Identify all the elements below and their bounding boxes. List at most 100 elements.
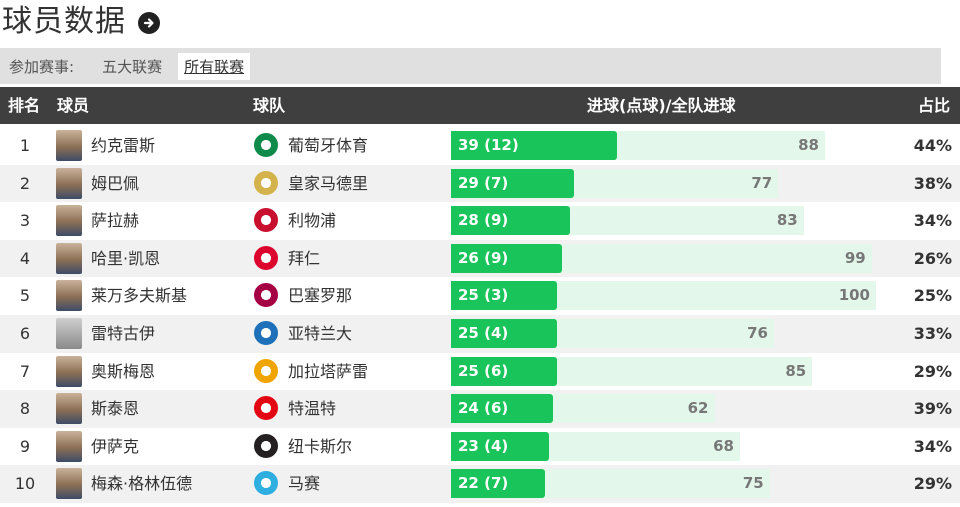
team-name-link[interactable]: 拜仁 — [288, 248, 321, 268]
team-goals-value: 75 — [742, 474, 764, 493]
table-row[interactable]: 3 萨拉赫 利物浦 28 (9) 83 34% — [0, 202, 960, 240]
header-rank[interactable]: 排名 — [8, 96, 41, 115]
team-badge-icon[interactable] — [254, 208, 278, 233]
player-name-link[interactable]: 约克雷斯 — [91, 136, 156, 155]
table-row[interactable]: 8 斯泰恩 特温特 24 (6) 62 39% — [0, 390, 960, 428]
team-badge-icon[interactable] — [254, 283, 278, 308]
player-photo[interactable] — [56, 280, 82, 312]
player-name-link[interactable]: 雷特古伊 — [91, 323, 156, 343]
rank-cell: 2 — [19, 173, 31, 193]
player-photo[interactable] — [56, 355, 82, 387]
player-photo[interactable] — [56, 130, 82, 161]
team-badge-icon[interactable] — [254, 358, 278, 383]
player-goals-bar — [451, 469, 545, 499]
player-goals-bar — [451, 281, 558, 311]
team-badge-icon[interactable] — [254, 320, 278, 345]
team-goals-value: 68 — [713, 436, 734, 455]
rank-cell: 3 — [19, 211, 31, 231]
table-row[interactable]: 2 姆巴佩 皇家马德里 29 (7) 77 38% — [0, 164, 960, 203]
player-name-link[interactable]: 奥斯梅恩 — [91, 361, 156, 381]
team-name-link[interactable]: 皇家马德里 — [288, 173, 369, 193]
team-badge-icon[interactable] — [254, 133, 278, 157]
team-badge-icon[interactable] — [254, 170, 278, 195]
competition-filter-bar: 参加赛事: 五大联赛 所有联赛 — [0, 48, 941, 84]
player-name-link[interactable]: 斯泰恩 — [91, 399, 140, 419]
rank-cell: 4 — [19, 248, 31, 268]
team-badge-icon[interactable] — [254, 433, 278, 458]
player-goals-value: 24 (6) — [458, 399, 509, 418]
table-row[interactable]: 1 约克雷斯 葡萄牙体育 39 (12) 88 44% — [0, 127, 960, 165]
player-photo[interactable] — [56, 430, 82, 462]
player-photo[interactable] — [56, 393, 82, 425]
player-name-link[interactable]: 萨拉赫 — [91, 211, 140, 231]
header-team[interactable]: 球队 — [253, 96, 286, 115]
filter-option-all[interactable]: 所有联赛 — [178, 52, 251, 80]
player-photo[interactable] — [56, 242, 82, 274]
player-name-link[interactable]: 梅森·格林伍德 — [91, 474, 193, 494]
player-goals-value: 25 (3) — [458, 286, 509, 305]
player-name-link[interactable]: 伊萨克 — [91, 436, 140, 456]
table-row[interactable]: 7 奥斯梅恩 加拉塔萨雷 25 (6) 85 29% — [0, 353, 960, 391]
table-row[interactable]: 4 哈里·凯恩 拜仁 26 (9) 99 26% — [0, 239, 960, 278]
table-row[interactable]: 5 莱万多夫斯基 巴塞罗那 25 (3) 100 25% — [0, 277, 960, 315]
header-ratio[interactable]: 占比 — [917, 96, 950, 115]
player-goals-value: 25 (6) — [458, 361, 509, 380]
page-header: 球员数据 — [0, 0, 160, 44]
team-name-link[interactable]: 巴塞罗那 — [288, 286, 353, 306]
goal-share-value: 39% — [913, 399, 952, 419]
player-name-link[interactable]: 姆巴佩 — [91, 173, 140, 193]
team-goals-value: 99 — [844, 248, 866, 267]
table-row[interactable]: 9 伊萨克 纽卡斯尔 23 (4) 68 34% — [0, 428, 960, 466]
player-goals-bar — [451, 318, 558, 348]
header-player[interactable]: 球员 — [57, 96, 90, 115]
team-badge-icon[interactable] — [254, 396, 278, 421]
team-badge-icon[interactable] — [254, 245, 278, 270]
player-goals-bar — [451, 431, 549, 461]
player-goals-value: 29 (7) — [458, 173, 509, 192]
rank-cell: 7 — [19, 361, 31, 381]
player-goals-value: 39 (12) — [458, 136, 519, 154]
player-name-link[interactable]: 哈里·凯恩 — [91, 248, 161, 268]
player-goals-bar — [451, 206, 570, 236]
goal-share-value: 25% — [913, 286, 952, 306]
team-name-link[interactable]: 纽卡斯尔 — [288, 436, 353, 456]
team-badge-icon[interactable] — [254, 471, 278, 496]
team-goals-value: 83 — [776, 211, 798, 230]
team-name-link[interactable]: 马赛 — [288, 474, 321, 494]
team-goals-value: 85 — [785, 361, 807, 380]
player-goals-bar — [451, 168, 575, 198]
team-goals-value: 100 — [838, 286, 870, 305]
player-photo[interactable] — [56, 167, 82, 199]
player-photo[interactable] — [56, 317, 82, 349]
goal-share-value: 38% — [913, 173, 952, 193]
goal-share-value: 29% — [913, 474, 952, 494]
team-goals-value: 62 — [687, 399, 709, 418]
header-goals[interactable]: 进球(点球)/全队进球 — [587, 96, 736, 115]
player-goals-bar — [451, 243, 562, 273]
rank-cell: 8 — [19, 399, 31, 419]
goal-share-value: 33% — [913, 323, 952, 343]
team-name-link[interactable]: 葡萄牙体育 — [288, 136, 369, 155]
table-row[interactable]: 10 梅森·格林伍德 马赛 22 (7) 75 29% — [0, 465, 960, 503]
player-photo[interactable] — [56, 468, 82, 500]
filter-label: 参加赛事: — [9, 57, 75, 76]
player-photo[interactable] — [56, 205, 82, 237]
goal-share-value: 29% — [913, 361, 952, 381]
team-name-link[interactable]: 加拉塔萨雷 — [288, 361, 369, 381]
player-name-link[interactable]: 莱万多夫斯基 — [91, 286, 188, 306]
player-goals-bar — [451, 131, 617, 160]
team-name-link[interactable]: 特温特 — [288, 399, 337, 419]
player-table-body: 1 约克雷斯 葡萄牙体育 39 (12) 88 44% 2 姆巴佩 皇家马德里 29 (7) 77 3… — [0, 127, 960, 503]
goal-share-value: 44% — [913, 136, 952, 155]
goal-share-value: 26% — [913, 248, 952, 268]
filter-option-top5[interactable]: 五大联赛 — [102, 57, 163, 76]
rank-cell: 9 — [19, 436, 31, 456]
goal-share-value: 34% — [913, 211, 952, 231]
team-name-link[interactable]: 亚特兰大 — [288, 323, 353, 343]
rank-cell: 6 — [19, 323, 31, 343]
team-name-link[interactable]: 利物浦 — [288, 211, 337, 231]
player-goals-value: 22 (7) — [458, 474, 509, 493]
arrow-right-circle-icon[interactable] — [138, 12, 160, 34]
table-row[interactable]: 6 雷特古伊 亚特兰大 25 (4) 76 33% — [0, 314, 960, 353]
player-goals-bar — [451, 394, 553, 424]
